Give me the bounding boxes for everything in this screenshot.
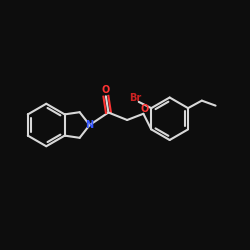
Text: O: O [140, 104, 149, 114]
Text: Br: Br [129, 93, 141, 103]
Text: O: O [102, 85, 110, 95]
Text: N: N [86, 120, 94, 130]
